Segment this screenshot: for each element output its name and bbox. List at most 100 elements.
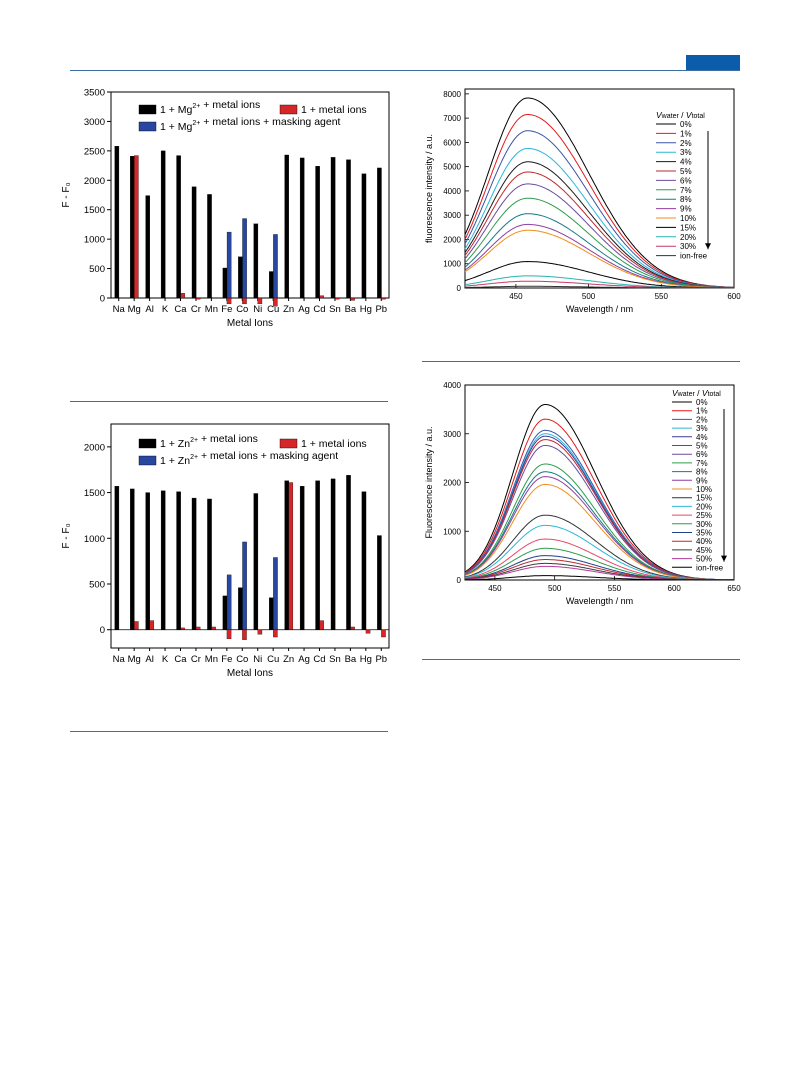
spectrum-line-30pct: [464, 547, 734, 581]
spectrum-line-3pct: [464, 433, 734, 581]
page-tab: [686, 55, 740, 70]
x-tick-label: 600: [668, 584, 682, 593]
spectrum-line-0pct: [464, 404, 735, 581]
x-tick-label-na: Na: [113, 654, 126, 665]
bar-ni-series-2: [257, 297, 263, 305]
legend-label-15: ion-free: [680, 252, 708, 261]
x-axis-label: Wavelength / nm: [566, 596, 633, 606]
bar-pb-series-1: [377, 535, 382, 630]
x-tick-label-ba: Ba: [345, 654, 357, 665]
bar-ag-series-1: [299, 157, 305, 299]
bar-sn-series-1: [330, 478, 336, 630]
spectrum-line-1pct: [464, 114, 734, 288]
bar-ni-series-2: [257, 629, 263, 635]
legend-label-6: 5%: [696, 442, 708, 451]
spectrum-line-4pct: [464, 435, 734, 581]
bar-ca-series-2: [180, 627, 185, 630]
y-tick-label: 1500: [84, 205, 105, 216]
y-tick-label: 8000: [443, 90, 461, 99]
legend-swatch-3: [138, 121, 157, 132]
y-tick-label: 1000: [84, 235, 105, 246]
legend-label-19: 50%: [696, 555, 712, 564]
bar-na-series-1: [114, 145, 120, 299]
bar-k-series-1: [160, 150, 166, 299]
y-tick-label: 2000: [84, 442, 105, 453]
bar-sn-series-1: [330, 157, 336, 299]
bar-ca-series-1: [176, 491, 181, 630]
legend-label-7: 6%: [680, 176, 692, 185]
legend-label-8: 7%: [680, 186, 692, 195]
plot-frame: [110, 423, 390, 649]
bar-cr-series-2: [195, 297, 201, 300]
bar-ba-series-1: [346, 475, 351, 630]
x-tick-label-sn: Sn: [329, 304, 341, 315]
x-tick-label: 550: [655, 292, 669, 301]
x-tick-label-al: Al: [145, 304, 153, 315]
x-tick-label: 550: [608, 584, 622, 593]
x-tick-label-cr: Cr: [191, 654, 201, 665]
x-tick-label-ag: Ag: [298, 654, 310, 665]
legend-label-9: 8%: [696, 468, 708, 477]
y-axis-label: F - F₀: [61, 523, 72, 548]
x-tick-label-cd: Cd: [313, 304, 325, 315]
legend-label-1: 0%: [680, 120, 692, 129]
legend-label-16: 35%: [696, 529, 712, 538]
y-tick-label: 5000: [443, 163, 461, 172]
rule-right-bottom: [422, 659, 740, 660]
x-tick-label-mn: Mn: [205, 654, 218, 665]
spectrum-chart-a: 0 1000 2000 3000 4000 5000 6000 7000 8000 450 500 5…: [424, 88, 741, 314]
x-tick-label-hg: Hg: [360, 654, 372, 665]
bar-ba-series-1: [346, 159, 351, 299]
legend-label-11: 10%: [680, 214, 696, 223]
bar-cu-series-3: [273, 234, 278, 299]
legend-label-4: 3%: [696, 424, 708, 433]
legend-swatch-1: [138, 438, 157, 449]
bar-cu-series-1: [269, 597, 274, 630]
x-tick-label-mg: Mg: [128, 654, 141, 665]
bar-cu-series-1: [269, 271, 274, 299]
bar-pb-series-2: [381, 297, 386, 300]
trend-arrow-head: [705, 243, 711, 250]
legend-swatch-2: [279, 104, 298, 115]
legend-label-1: 1 + Zn2+ + metal ions: [160, 433, 258, 450]
x-tick-label-k: K: [162, 654, 169, 665]
x-tick-label-ni: Ni: [253, 654, 262, 665]
y-tick-label: 6000: [443, 138, 461, 147]
bar-mg-series-2: [134, 155, 139, 299]
bar-mg-series-1: [130, 488, 135, 630]
bar-ba-series-2: [350, 626, 355, 630]
bar-fe-series-3: [226, 574, 232, 630]
spectrum-line-35pct: [464, 555, 734, 581]
y-tick-label: 4000: [443, 381, 461, 390]
y-tick-label: 3500: [84, 88, 105, 99]
y-tick-label: 3000: [84, 117, 105, 128]
legend-label-13: 20%: [696, 502, 712, 511]
bar-ca-series-2: [180, 293, 185, 299]
y-tick-label: 2000: [84, 176, 105, 187]
bar-zn-series-2: [288, 482, 294, 630]
bar-co-series-1: [238, 256, 243, 299]
bar-cr-series-1: [191, 497, 197, 630]
bar-fe-series-2: [226, 629, 232, 640]
x-tick-label-al: Al: [145, 654, 153, 665]
plot-frame: [464, 88, 735, 289]
x-axis-label: Wavelength / nm: [566, 304, 633, 314]
x-tick-label-ag: Ag: [298, 304, 310, 315]
bar-co-series-2: [242, 629, 247, 640]
bar-cu-series-2: [273, 297, 278, 307]
y-axis-label: fluorescence intensity / a.u.: [424, 134, 434, 243]
bar-fe-series-2: [226, 297, 232, 305]
bar-ba-series-2: [350, 297, 355, 301]
x-tick-label-na: Na: [113, 304, 126, 315]
y-tick-label: 0: [457, 284, 462, 293]
bar-hg-series-2: [365, 629, 371, 634]
legend-label-6: 5%: [680, 167, 692, 176]
x-axis-label: Metal Ions: [227, 318, 273, 329]
x-tick-label-co: Co: [236, 654, 248, 665]
bar-co-series-3: [242, 218, 247, 299]
x-tick-label-k: K: [162, 304, 169, 315]
x-tick-label: 450: [509, 292, 523, 301]
x-tick-label-ca: Ca: [174, 304, 187, 315]
bar-cr-series-2: [195, 626, 201, 630]
bar-cd-series-2: [319, 620, 324, 630]
